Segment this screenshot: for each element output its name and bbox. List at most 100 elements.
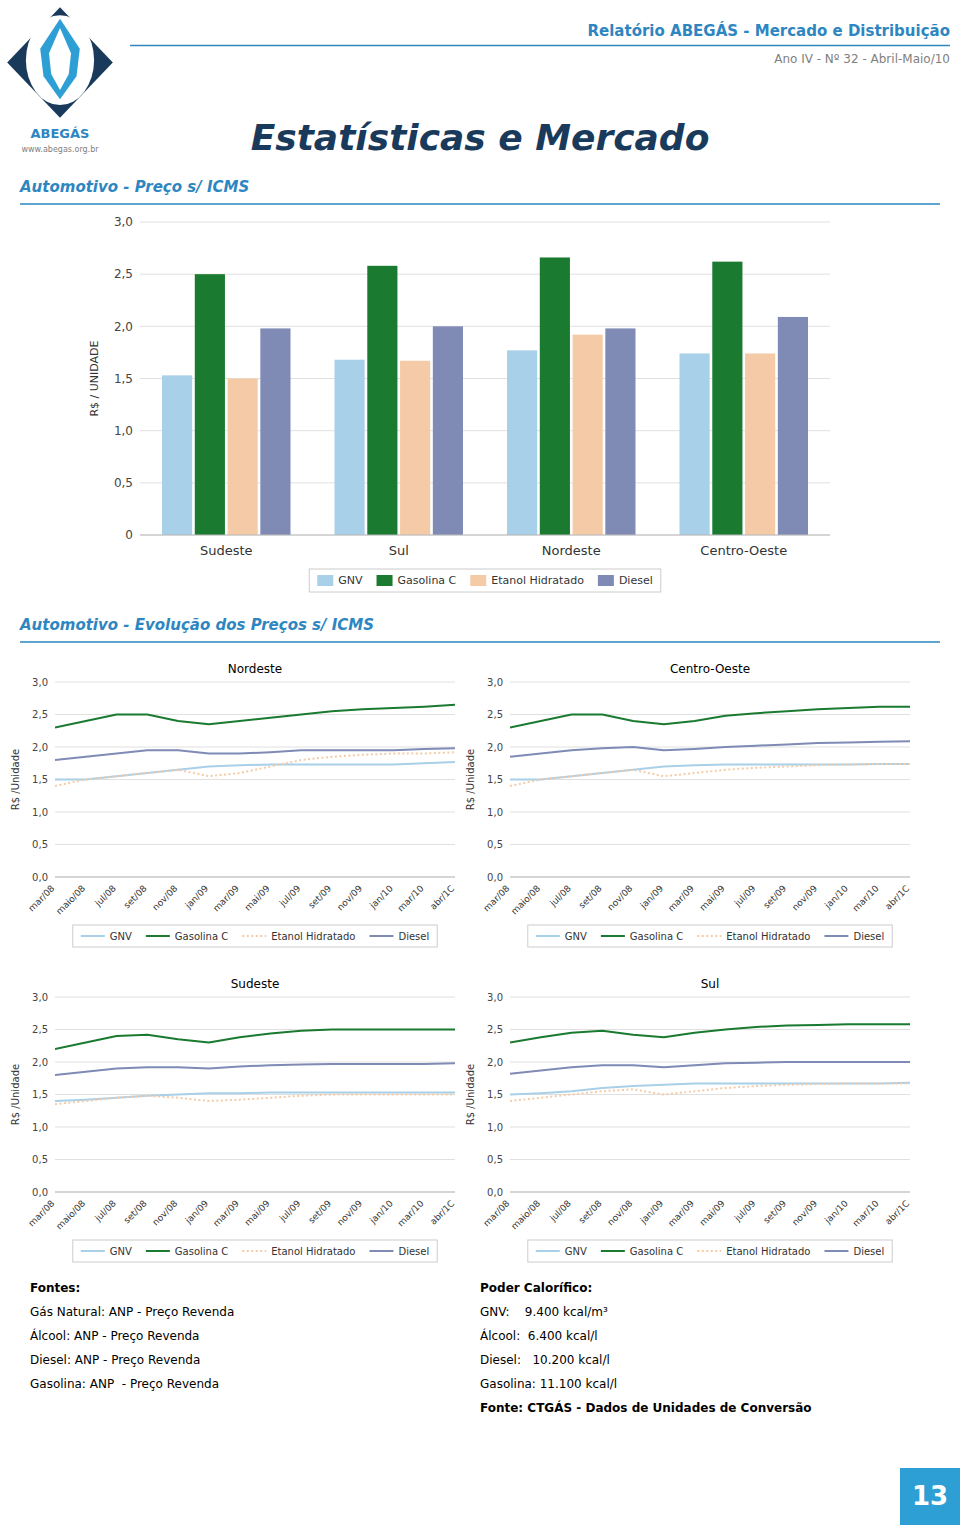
- legend-swatch: [369, 935, 393, 937]
- line-chart: Nordeste0,00,51,01,52,02,53,0R$ /Unidade…: [10, 662, 456, 947]
- bar: [507, 350, 537, 535]
- y-tick-label: 0,5: [487, 1154, 503, 1165]
- legend-label: Etanol Hidratado: [491, 574, 584, 587]
- x-tick-label: mai/09: [243, 883, 272, 912]
- x-axis-line: [510, 877, 910, 878]
- x-tick-label: jan/10: [822, 1198, 850, 1226]
- section-rule: [20, 203, 940, 205]
- grid-line: [510, 844, 910, 845]
- footer-text: Gasolina: ANP - Preço Revenda: [30, 1377, 219, 1391]
- legend-label: GNV: [110, 931, 132, 942]
- x-tick-label: jan/09: [638, 1198, 666, 1226]
- legend-label: Gasolina C: [398, 574, 457, 587]
- page-title: Estatísticas e Mercado: [251, 117, 710, 158]
- x-tick-label: set/08: [122, 1198, 149, 1225]
- bar: [745, 353, 775, 535]
- legend-item: Diesel: [369, 931, 429, 942]
- x-tick-label: jul/08: [92, 1198, 118, 1224]
- legend-swatch: [598, 575, 614, 586]
- x-tick-label: jul/09: [277, 883, 303, 909]
- bar: [335, 360, 365, 535]
- bar: [367, 266, 397, 535]
- x-tick-label: nov/09: [790, 1198, 819, 1227]
- y-tick-label: 0,5: [114, 476, 133, 490]
- y-tick-label: 3,0: [114, 215, 133, 229]
- x-tick-label: mai/09: [698, 883, 727, 912]
- y-tick-label: 2,0: [32, 1057, 48, 1068]
- y-tick-label: 1,5: [114, 372, 133, 386]
- bar: [573, 335, 603, 535]
- x-tick-label: mar/09: [666, 1198, 696, 1228]
- x-tick-label: jul/08: [92, 883, 118, 909]
- y-tick-label: 1,0: [487, 807, 503, 818]
- y-tick-label: 1,0: [32, 1122, 48, 1133]
- x-tick-label: set/08: [577, 883, 604, 910]
- legend-item: Etanol Hidratado: [697, 931, 810, 942]
- footer-text: Diesel: ANP - Preço Revenda: [30, 1353, 200, 1367]
- y-tick-label: 0,5: [32, 839, 48, 850]
- y-tick-label: 3,0: [32, 992, 48, 1003]
- grid-line: [55, 1159, 455, 1160]
- x-tick-label: nov/08: [150, 883, 179, 912]
- legend-label: Gasolina C: [175, 931, 228, 942]
- legend-item: Etanol Hidratado: [470, 574, 584, 587]
- legend-swatch: [697, 1250, 721, 1252]
- x-tick-label: mar/10: [396, 1198, 426, 1228]
- x-tick-label: mar/10: [851, 883, 881, 913]
- bar: [778, 317, 808, 535]
- x-tick-label: set/08: [577, 1198, 604, 1225]
- chart-title: Sudeste: [231, 977, 280, 991]
- x-tick-label: mar/08: [26, 1198, 56, 1228]
- line: [510, 1083, 910, 1101]
- grid-line: [510, 1029, 910, 1030]
- logo-text: ABEGÁS: [31, 126, 90, 141]
- section-rule: [20, 641, 940, 643]
- x-tick-label: nov/08: [605, 883, 634, 912]
- x-tick-label: Sudeste: [200, 543, 253, 558]
- legend-swatch: [369, 1250, 393, 1252]
- line: [55, 1093, 455, 1101]
- logo: [7, 7, 113, 117]
- header-title: Relatório ABEGÁS - Mercado e Distribuiçã…: [588, 21, 951, 40]
- legend-swatch: [242, 935, 266, 937]
- bar: [680, 353, 710, 535]
- legend-item: GNV: [81, 931, 132, 942]
- y-tick-label: 1,0: [487, 1122, 503, 1133]
- line-chart: Centro-Oeste0,00,51,01,52,02,53,0R$ /Uni…: [465, 662, 911, 947]
- bar: [162, 375, 192, 535]
- x-tick-label: abr/1C: [883, 1198, 911, 1226]
- x-tick-label: mar/09: [211, 1198, 241, 1228]
- y-tick-label: 1,5: [32, 1089, 48, 1100]
- x-tick-label: jul/08: [547, 1198, 573, 1224]
- x-tick-label: jan/10: [822, 883, 850, 911]
- footer-text: Diesel: 10.200 kcal/l: [480, 1353, 610, 1367]
- grid-line: [510, 997, 910, 998]
- grid-line: [55, 747, 455, 748]
- legend-swatch: [824, 935, 848, 937]
- marks: [55, 705, 455, 786]
- x-tick-label: abr/1C: [428, 883, 456, 911]
- legend-swatch: [536, 1250, 560, 1252]
- footer-text: Fonte: CTGÁS - Dados de Unidades de Conv…: [480, 1400, 812, 1415]
- legend-label: GNV: [338, 574, 363, 587]
- line: [510, 1062, 910, 1074]
- y-tick-label: 0,5: [32, 1154, 48, 1165]
- grid-line: [55, 1192, 455, 1193]
- y-tick-label: 1,0: [114, 424, 133, 438]
- logo-url: www.abegas.org.br: [21, 145, 99, 154]
- x-tick-label: jan/09: [183, 1198, 211, 1226]
- y-tick-label: 1,0: [32, 807, 48, 818]
- marks: [55, 1030, 455, 1105]
- x-tick-label: mar/08: [481, 883, 511, 913]
- legend-item: Diesel: [598, 574, 653, 587]
- x-tick-label: nov/09: [335, 1198, 364, 1227]
- footer-text: Poder Calorífico:: [480, 1281, 592, 1295]
- x-tick-label: set/09: [761, 883, 788, 910]
- x-axis-line: [140, 535, 830, 536]
- footer-text: Álcool: ANP - Preço Revenda: [30, 1328, 199, 1343]
- bar-chart: 00,51,01,52,02,53,0R$ / UNIDADESudesteSu…: [88, 215, 830, 592]
- legend-swatch: [146, 935, 170, 937]
- x-tick-label: Nordeste: [542, 543, 601, 558]
- grid-line: [510, 1127, 910, 1128]
- legend-swatch: [697, 935, 721, 937]
